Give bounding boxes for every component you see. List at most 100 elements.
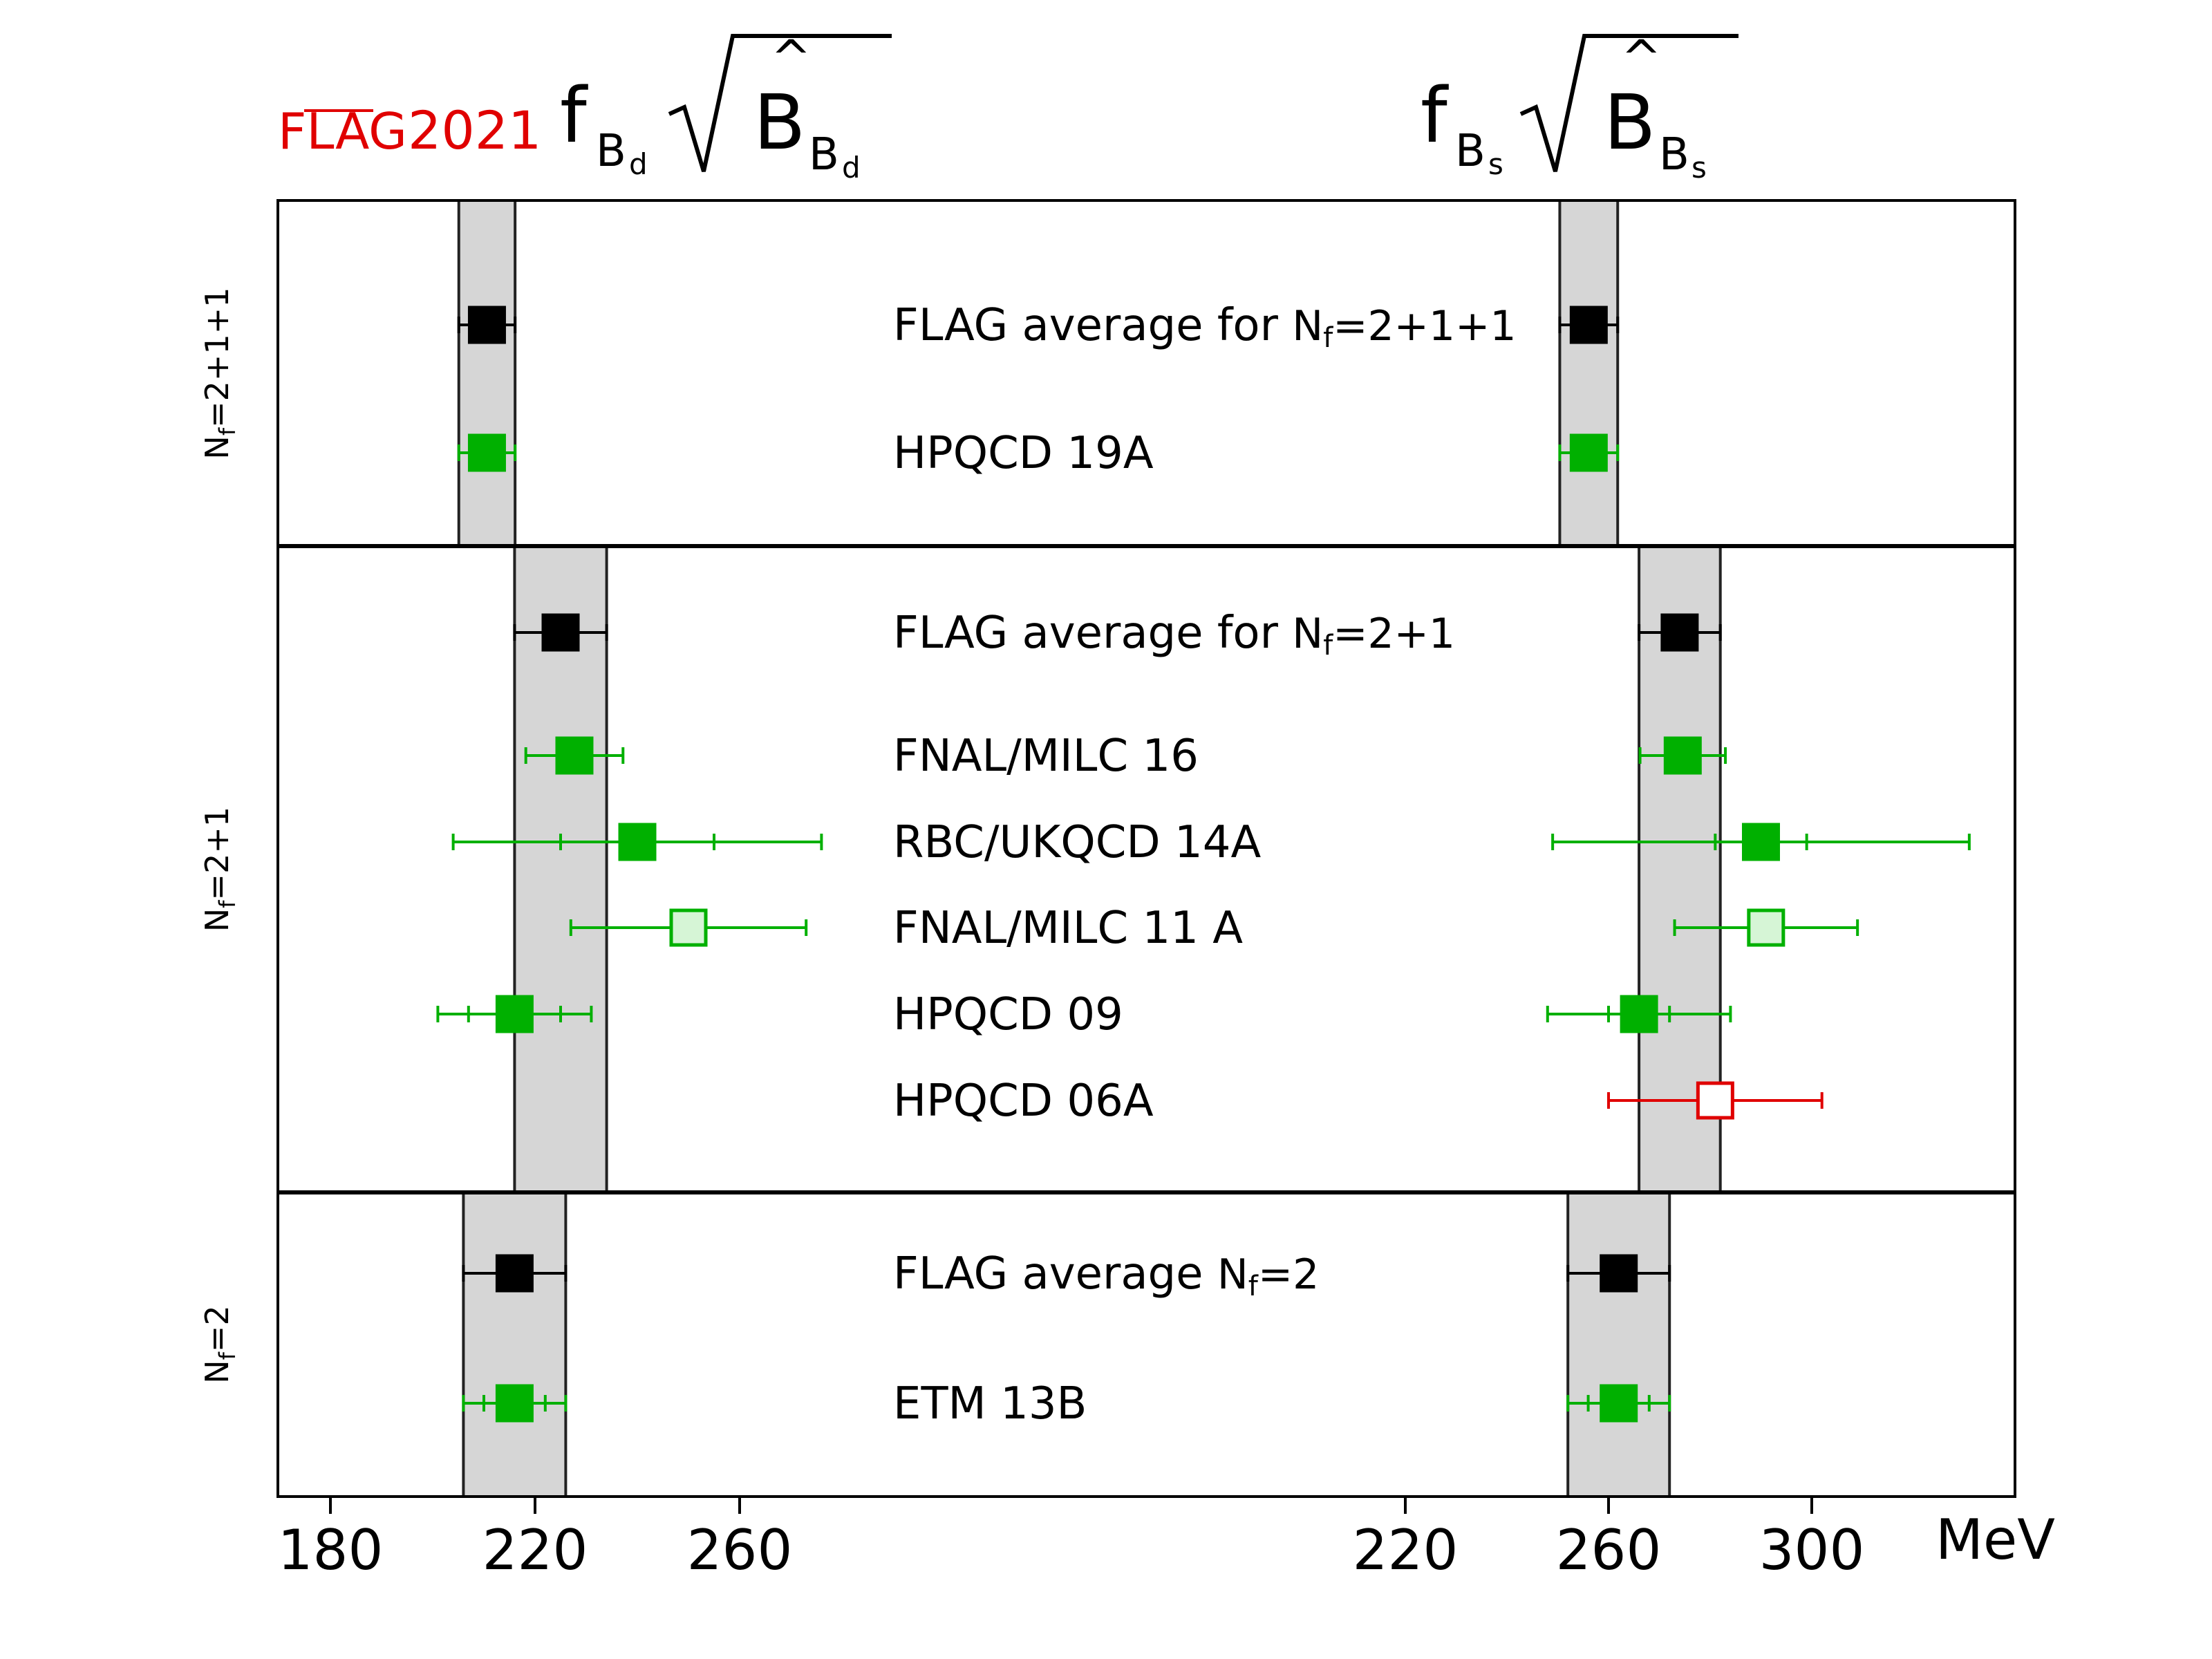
row-2-2-label-main: FNAL/MILC 16: [893, 731, 1199, 782]
title-left-sub: B: [596, 126, 626, 177]
row-2-1-label: FLAG average for Nf=2+1: [893, 608, 1455, 662]
group-label-rest: =2: [198, 1305, 236, 1352]
title-left-subsub: d: [629, 147, 648, 181]
title-right-sub: B: [1455, 126, 1485, 177]
row-2-3-label: RBC/UKQCD 14A: [893, 817, 1261, 868]
row-1-2-bs-marker: [1569, 433, 1608, 472]
row-2-4-label-main: FNAL/MILC 11 A: [893, 903, 1243, 954]
group-labels: Nf=2+1+1Nf=2+1Nf=2: [198, 287, 241, 1383]
row-2-3-label-main: RBC/UKQCD 14A: [893, 817, 1261, 868]
title-right-B: B: [1604, 78, 1656, 167]
row-3-2-bs: [1566, 1384, 1671, 1423]
row-1-1-label-main: FLAG average for: [893, 300, 1292, 351]
row-2-2-bd-marker: [555, 736, 594, 775]
tick-label-bd-220: 220: [482, 1518, 588, 1582]
row-2-3-bd-marker: [618, 823, 657, 861]
row-3-2-label: ETM 13B: [893, 1378, 1087, 1430]
row-1-2-bd-marker: [467, 433, 506, 472]
title-left: f B d ^ B B d: [560, 30, 892, 185]
title-right-sqrt: [1519, 34, 1738, 172]
row-3-1-label: FLAG average Nf=2: [893, 1248, 1319, 1302]
row-3-2-bd-marker: [495, 1384, 534, 1423]
row-2-5-bs-marker: [1620, 995, 1658, 1033]
row-1-1-label-N: N: [1292, 302, 1323, 350]
row-2-5-label: HPQCD 09: [893, 989, 1123, 1040]
row-2-1-label-rest: =2+1: [1333, 610, 1455, 658]
row-2-4-label: FNAL/MILC 11 A: [893, 903, 1243, 954]
row-1-2-label: HPQCD 19A: [893, 428, 1154, 479]
row-1-1-bd: [457, 306, 517, 344]
row-2-1-bs: [1638, 613, 1722, 652]
row-2-6-label: HPQCD 06A: [893, 1076, 1154, 1127]
row-2-1-label-sub: f: [1323, 630, 1333, 662]
title-right-B-subsub: s: [1691, 151, 1707, 185]
row-3-1-bs: [1566, 1254, 1671, 1293]
group-box-1: [276, 199, 2016, 547]
title-left-B-subsub: d: [842, 151, 861, 185]
title-left-B: B: [753, 78, 805, 167]
title-right-f: f: [1421, 71, 1449, 160]
row-2-4-bd-marker: [669, 908, 708, 947]
row-3-2-bd: [462, 1384, 568, 1423]
group-label-rest: =2+1: [198, 807, 236, 901]
tick-label-bd-260: 260: [687, 1518, 793, 1582]
row-2-5-bd-marker: [495, 995, 534, 1033]
group-label-N: N: [198, 908, 236, 932]
group-label-2: Nf=2+1: [198, 807, 241, 932]
title-left-f: f: [560, 71, 588, 160]
tick-label-bs-220: 220: [1353, 1518, 1459, 1582]
row-2-3-bs: [1551, 823, 1971, 861]
row-2-1-bd-marker: [541, 613, 580, 652]
x-axis: 180 220 260 220 260 300: [278, 1497, 1864, 1582]
row-2-6-label-main: HPQCD 06A: [893, 1076, 1154, 1127]
row-2-1-bs-marker: [1660, 613, 1699, 652]
row-1-1-bs: [1558, 306, 1620, 344]
row-2-5-bd: [436, 995, 593, 1033]
group-label-1: Nf=2+1+1: [198, 287, 241, 459]
row-3-1-bd: [462, 1254, 568, 1293]
group-label-N: N: [198, 1360, 236, 1383]
title-left-B-sub: B: [809, 129, 839, 180]
title-left-sqrt: [668, 34, 892, 172]
row-1-1-bd-marker: [467, 306, 506, 344]
row-1-2-bd: [457, 433, 517, 472]
band-1-bs: [1558, 199, 1620, 547]
row-1-2-bs: [1558, 433, 1620, 472]
row-2-2-bd: [524, 736, 625, 775]
row-2-2-label: FNAL/MILC 16: [893, 731, 1199, 782]
tick-label-bd-180: 180: [278, 1518, 384, 1582]
title-right: f B s ^ B B s: [1421, 30, 1738, 185]
group-label-3: Nf=2: [198, 1305, 241, 1384]
row-3-1-label-rest: =2: [1258, 1250, 1319, 1299]
row-1-2-label-main: HPQCD 19A: [893, 428, 1154, 479]
row-3-1-label-N: N: [1217, 1250, 1248, 1299]
row-3-1-label-sub: f: [1248, 1271, 1259, 1302]
row-3-2-bs-marker: [1600, 1384, 1638, 1423]
row-2-1-label-main: FLAG average for: [893, 608, 1292, 659]
row-2-4-bs-marker: [1747, 908, 1785, 947]
row-2-5-label-main: HPQCD 09: [893, 989, 1123, 1040]
row-2-3-bs-marker: [1742, 823, 1780, 861]
row-3-1-bs-marker: [1600, 1254, 1638, 1293]
flag-logo-year: 2021: [408, 100, 541, 161]
row-2-6-bs: [1607, 1081, 1824, 1120]
group-label-sub: f: [214, 427, 241, 435]
row-1-1-label: FLAG average for Nf=2+1+1: [893, 300, 1517, 354]
group-label-sub: f: [214, 900, 241, 908]
average-bands: [457, 199, 1722, 1498]
title-left-hat: ^: [771, 30, 812, 86]
tick-label-bs-260: 260: [1556, 1518, 1662, 1582]
band-1-bd: [457, 199, 517, 547]
row-1-1-label-rest: =2+1+1: [1333, 302, 1516, 350]
band-3-bd: [462, 1191, 568, 1498]
data-marks: [436, 306, 1971, 1423]
title-right-subsub: s: [1488, 147, 1503, 181]
row-2-6-bs-marker: [1696, 1081, 1734, 1120]
group-label-N: N: [198, 435, 236, 459]
row-1-1-bs-marker: [1569, 306, 1608, 344]
row-3-1-bd-marker: [495, 1254, 534, 1293]
row-2-4-bs: [1673, 908, 1859, 947]
row-2-1-label-N: N: [1292, 610, 1323, 658]
